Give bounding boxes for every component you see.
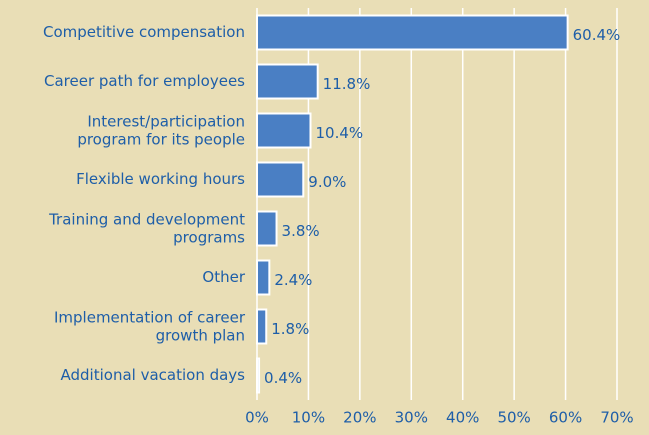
bar bbox=[256, 357, 261, 394]
x-tick-label: 40% bbox=[446, 409, 479, 427]
x-tick-label: 20% bbox=[343, 409, 376, 427]
x-tick-label: 0% bbox=[245, 409, 269, 427]
bar bbox=[256, 308, 268, 345]
category-label: Competitive compensation bbox=[43, 23, 245, 41]
bar bbox=[256, 14, 569, 51]
value-label: 9.0% bbox=[308, 173, 346, 191]
category-label: Interest/participation program for its pe… bbox=[77, 112, 245, 148]
bar bbox=[256, 259, 271, 296]
x-tick-label: 10% bbox=[292, 409, 325, 427]
value-label: 10.4% bbox=[315, 124, 363, 142]
bar bbox=[256, 161, 305, 198]
x-tick-label: 30% bbox=[395, 409, 428, 427]
category-label: Other bbox=[202, 268, 245, 286]
bar bbox=[256, 112, 312, 149]
category-label: Additional vacation days bbox=[61, 366, 246, 384]
bar bbox=[256, 210, 278, 247]
value-label: 11.8% bbox=[323, 75, 371, 93]
category-label: Flexible working hours bbox=[76, 170, 245, 188]
x-tick-label: 70% bbox=[600, 409, 633, 427]
category-label: Career path for employees bbox=[44, 72, 245, 90]
category-label: Implementation of career growth plan bbox=[54, 308, 246, 344]
bar bbox=[256, 63, 319, 100]
x-tick-label: 50% bbox=[497, 409, 530, 427]
value-label: 0.4% bbox=[264, 369, 302, 387]
value-label: 2.4% bbox=[274, 271, 312, 289]
category-label: Training and development programs bbox=[48, 210, 245, 246]
x-tick-label: 60% bbox=[549, 409, 582, 427]
value-label: 60.4% bbox=[573, 26, 621, 44]
value-label: 1.8% bbox=[271, 320, 309, 338]
value-label: 3.8% bbox=[282, 222, 320, 240]
